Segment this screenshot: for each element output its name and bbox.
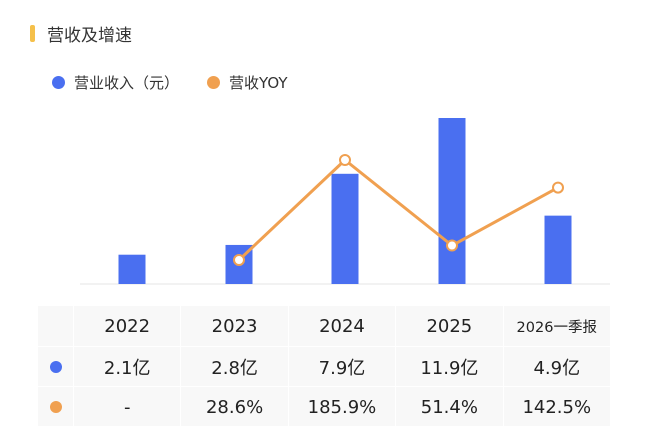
table-cell: 142.5% [502, 387, 610, 427]
section-title: 营收及增速 [47, 25, 132, 46]
table-cell: 51.4% [395, 387, 502, 427]
legend-label-yoy: 营收YOY [229, 74, 288, 92]
table-row-yoy: - 28.6% 185.9% 51.4% 142.5% [38, 386, 610, 427]
table-cell: 2.1亿 [73, 347, 180, 387]
legend-label-revenue: 营业收入（元） [74, 74, 180, 92]
yoy-point[interactable] [552, 181, 564, 194]
row-marker-cell [38, 347, 73, 387]
revenue-bar[interactable] [118, 254, 146, 284]
legend-marker-yoy [207, 76, 221, 89]
revenue-bar[interactable] [544, 215, 572, 284]
yoy-point[interactable] [339, 154, 351, 166]
table-row-revenue: 2.1亿 2.8亿 7.9亿 11.9亿 4.9亿 [38, 346, 610, 387]
bar-series [118, 118, 572, 284]
table-header-cell: 2023 [180, 306, 287, 346]
legend-item-yoy[interactable]: 营收YOY [207, 72, 288, 93]
section-header: 营收及增速 [30, 21, 132, 46]
legend-marker-revenue [52, 76, 65, 89]
table-cell: 4.9亿 [502, 347, 610, 387]
table-cell: 2.8亿 [180, 347, 287, 387]
yoy-point[interactable] [446, 239, 458, 252]
table-header-cell: 2026一季报 [502, 306, 610, 346]
table-header-row: 2022 2023 2024 2025 2026一季报 [38, 306, 610, 346]
table-cell: 11.9亿 [395, 347, 502, 387]
yoy-line [237, 158, 559, 262]
data-table: 2022 2023 2024 2025 2026一季报 2.1亿 2.8亿 7.… [38, 306, 610, 427]
table-cell: 28.6% [180, 387, 287, 427]
chart-legend: 营业收入（元） 营收YOY [52, 72, 316, 93]
yoy-row-marker [49, 401, 62, 413]
table-corner [38, 306, 73, 346]
table-cell: 7.9亿 [287, 347, 395, 387]
revenue-chart [80, 118, 610, 285]
revenue-bar[interactable] [438, 118, 466, 284]
table-header-cell: 2022 [73, 306, 180, 346]
title-accent-bar [30, 24, 35, 42]
yoy-points [233, 154, 564, 266]
table-header-cell: 2024 [287, 306, 395, 346]
table-cell: 185.9% [287, 387, 395, 427]
table-cell: - [73, 387, 180, 427]
row-marker-cell [38, 387, 73, 427]
legend-item-revenue[interactable]: 营业收入（元） [52, 72, 179, 93]
revenue-bar[interactable] [331, 173, 359, 284]
revenue-row-marker [49, 361, 62, 373]
yoy-point[interactable] [233, 254, 245, 266]
table-header-cell: 2025 [395, 306, 502, 346]
